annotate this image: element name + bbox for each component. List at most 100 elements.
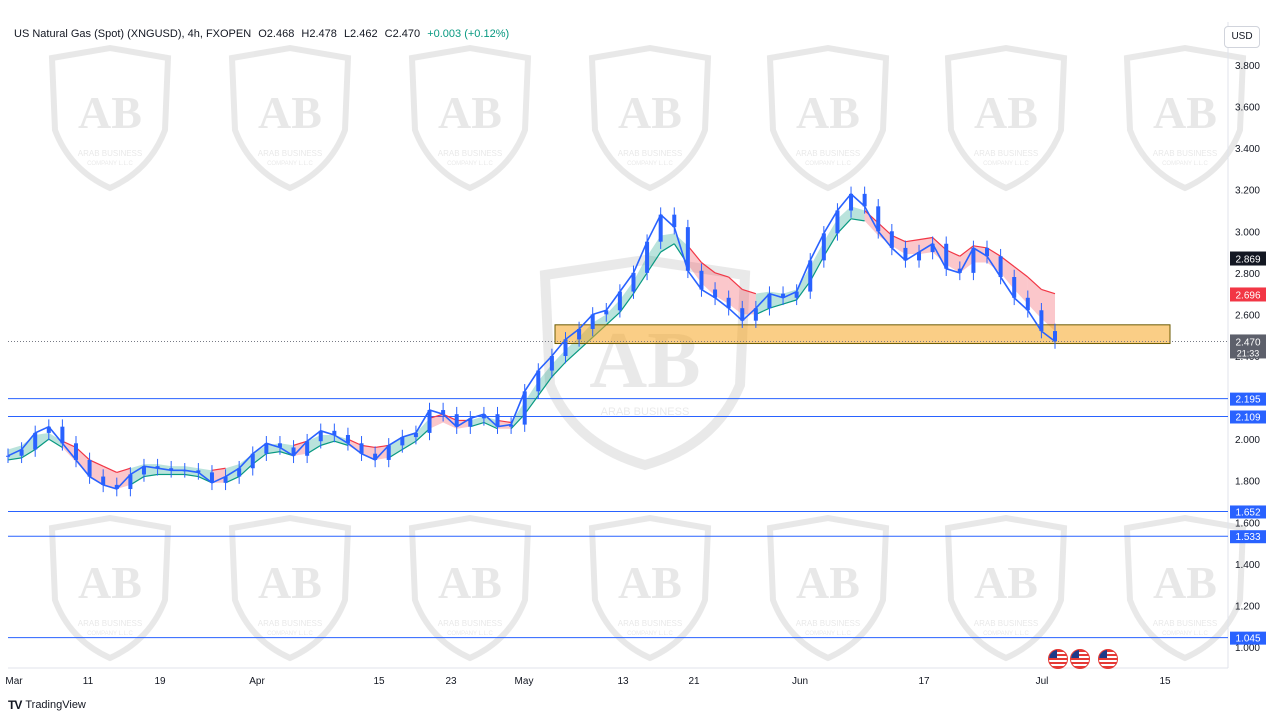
supply-demand-zone[interactable] [554,324,1171,345]
trend-line-segment [361,444,376,449]
svg-text:COMPANY L.L.C: COMPANY L.L.C [1162,161,1208,167]
trend-line-segment [388,449,403,459]
candle-body [985,247,990,257]
price-tag-label: 2.195 [1235,395,1260,406]
candle-body [917,252,922,261]
trend-line-segment [238,463,254,477]
y-tick-label: 1.000 [1235,643,1260,654]
svg-text:ARAB BUSINESS: ARAB BUSINESS [78,619,142,628]
candle-body [386,445,391,460]
svg-text:COMPANY L.L.C: COMPANY L.L.C [1162,631,1208,637]
trend-line-segment [932,237,947,251]
trend-line-segment [877,222,893,236]
candle-body [713,289,718,298]
candle-body [223,476,228,483]
watermark-logo: AB ARAB BUSINESS COMPANY L.L.C [588,44,712,192]
candle-body [237,468,242,477]
trend-cloud-segment [810,241,824,282]
candle-body [563,339,568,356]
price-tag [1230,631,1266,645]
svg-text:AB: AB [796,87,860,138]
svg-text:AB: AB [78,87,142,138]
trend-cloud-segment [837,206,852,234]
candle-body [169,468,174,471]
symbol-title[interactable]: US Natural Gas (Spot) (XNGUSD), 4h, FXOP… [14,28,252,40]
trend-cloud-segment [742,289,756,315]
trend-cloud-segment [687,245,702,284]
x-tick-label: 11 [83,676,94,687]
trend-cloud-segment [823,218,838,257]
tradingview-brand[interactable]: TV TradingView [8,698,86,712]
trend-cloud-segment [1014,266,1028,305]
candle-body [468,418,473,427]
candle-body [930,243,935,253]
svg-text:ARAB BUSINESS: ARAB BUSINESS [974,149,1038,158]
trend-line-segment [524,395,539,415]
watermark-logo: AB ARAB BUSINESS COMPANY L.L.C [1123,514,1247,662]
y-tick-label: 1.200 [1235,601,1260,612]
candle-body [753,308,758,321]
candle-body [998,256,1003,278]
trend-line-segment [347,438,362,446]
trend-line-segment [415,428,430,442]
us-flag-icon[interactable] [1048,649,1068,669]
trend-line-segment [1013,266,1029,278]
svg-text:COMPANY L.L.C: COMPANY L.L.C [805,161,851,167]
candle-body [87,459,92,477]
trend-cloud-segment [470,416,484,427]
svg-text:AB: AB [78,557,142,608]
svg-text:AB: AB [1153,87,1217,138]
svg-text:AB: AB [258,557,322,608]
trend-cloud-segment [660,233,675,253]
trend-cloud-segment [75,447,90,477]
trend-line-segment [565,349,580,363]
trend-line-segment [470,421,485,428]
price-tag-label: 2.109 [1235,412,1260,423]
x-tick-label: 23 [445,676,457,687]
candle-body [264,443,269,454]
candle-body [73,443,78,460]
candle-body [944,243,949,269]
candle-body [481,414,486,419]
price-tag-label: 1.533 [1235,532,1260,543]
watermark-logo: AB ARAB BUSINESS COMPANY L.L.C [766,44,890,192]
us-flag-icon[interactable] [1098,649,1118,669]
high-value: H2.478 [301,28,337,40]
trend-cloud-segment [483,416,498,429]
axis-price-label [1230,334,1266,359]
trend-cloud-segment [606,299,620,325]
candle-body [250,453,255,469]
candle-body [781,293,786,298]
y-tick-label: 3.000 [1235,227,1260,238]
trend-line-segment [551,361,566,378]
trend-line-segment [1041,288,1056,295]
axis-price-text: 2.696 [1235,290,1260,301]
trend-cloud-segment [415,418,430,442]
x-tick-label: Jul [1036,676,1049,687]
trend-cloud-segment [551,349,566,377]
trend-cloud-segment [211,468,226,483]
candle-body [604,310,609,315]
watermark-logo: AB ARAB BUSINESS COMPANY L.L.C [944,44,1068,192]
candle-body [101,476,106,485]
trend-line-segment [497,419,512,424]
price-tag-label: 1.652 [1235,507,1260,518]
trend-line-segment [252,453,267,465]
candle-body [1025,297,1030,311]
watermark-logo: AB ARAB BUSINESS COMPANY L.L.C [1123,44,1247,192]
svg-text:ARAB BUSINESS: ARAB BUSINESS [1153,619,1217,628]
svg-text:COMPANY L.L.C: COMPANY L.L.C [267,161,313,167]
currency-button[interactable]: USD [1224,26,1260,48]
svg-text:ARAB BUSINESS: ARAB BUSINESS [796,149,860,158]
candle-body [6,455,10,457]
trend-cloud-segment [48,432,63,448]
y-tick-label: 3.800 [1235,61,1260,72]
trend-line-segment [89,459,104,467]
trend-line-segment [48,438,63,448]
x-tick-label: 21 [688,676,700,687]
svg-text:ARAB BUSINESS: ARAB BUSINESS [78,149,142,158]
trend-cloud-segment [715,272,729,305]
us-flag-icon[interactable] [1070,649,1090,669]
trend-cloud-segment [633,256,648,294]
